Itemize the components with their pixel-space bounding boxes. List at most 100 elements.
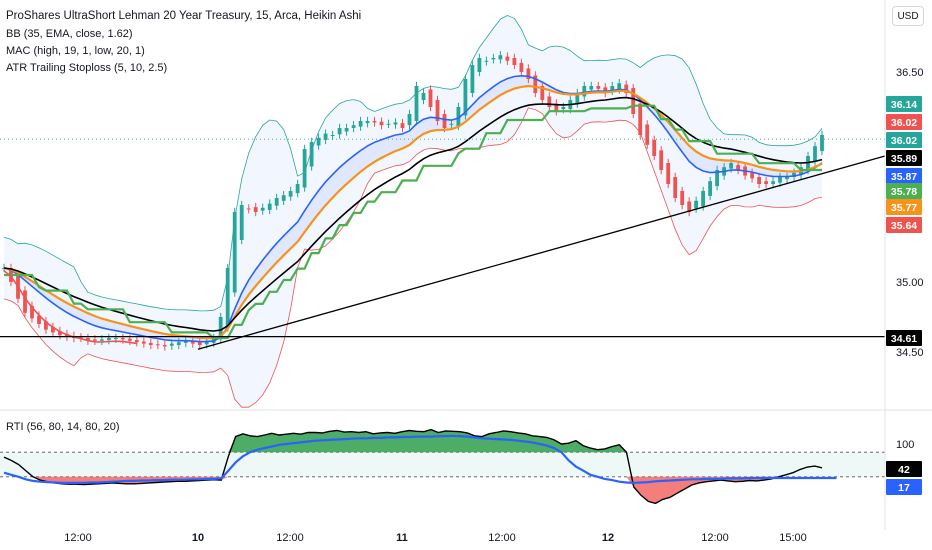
candle-body (400, 123, 405, 128)
bollinger-fill (4, 15, 822, 408)
ma-black-line (3, 96, 823, 332)
rti-panel (0, 428, 885, 505)
rti-badge: 42 (898, 464, 910, 476)
candle-body (491, 58, 496, 60)
candle-body (673, 177, 678, 198)
price-tick-label: 34.50 (896, 347, 924, 359)
time-tick-label: 12:00 (701, 532, 729, 544)
rti-overbought-fill (4, 429, 822, 453)
bollinger-lines (3, 15, 823, 408)
indicator-rti[interactable]: RTI (56, 80, 14, 80, 20) (6, 421, 120, 433)
candle-body (267, 203, 272, 210)
candle-body (114, 338, 118, 339)
price-badge: 36.14 (891, 99, 917, 111)
rti-signal-line (3, 434, 837, 485)
candle-body (638, 103, 643, 135)
price-badge-bg (886, 330, 922, 346)
price-tick-label: 35.00 (896, 277, 924, 289)
candle-body (645, 124, 650, 145)
candle-body (393, 122, 398, 125)
candle-body (344, 128, 349, 132)
price-badge-bg (886, 96, 922, 112)
atr-stop-bear-line (3, 270, 137, 345)
candle-body (652, 139, 657, 156)
candle-body (813, 146, 817, 162)
candle-body (100, 339, 104, 341)
candle-body (792, 172, 796, 177)
candle-body (58, 331, 62, 336)
rti-badge-bg (886, 479, 922, 495)
candle-body (526, 68, 531, 79)
candle-body (337, 128, 342, 135)
candle-body (316, 137, 321, 146)
time-tick-label: 12:00 (276, 532, 304, 544)
candle-body (512, 58, 517, 65)
candle-body (323, 133, 328, 140)
price-badge-bg (886, 114, 922, 130)
candle-body (107, 338, 111, 341)
time-tick-label: 12:00 (488, 532, 516, 544)
candle-body (288, 191, 293, 197)
candle-body (183, 340, 188, 343)
price-badge: 34.61 (891, 333, 917, 345)
candle-body (365, 121, 370, 124)
candle-body (659, 150, 664, 170)
bb-lower-line (3, 107, 823, 408)
candle-body (120, 338, 125, 340)
candle-body (93, 339, 97, 341)
candle-body (603, 87, 608, 93)
candle-body (554, 103, 559, 112)
indicator-atr[interactable]: ATR Trailing Stoploss (5, 10, 2.5) (6, 62, 168, 74)
candle-body (750, 172, 754, 179)
candle-body (547, 96, 552, 107)
currency-button[interactable]: USD (892, 6, 924, 26)
candle-body (610, 86, 615, 91)
candle-body (309, 142, 314, 167)
candle-body (204, 340, 209, 345)
candle-body (680, 191, 685, 205)
price-tick-label: 36.50 (896, 67, 924, 79)
candle-body (302, 149, 307, 188)
candle-body (449, 123, 454, 125)
bb-basis-line (3, 74, 823, 343)
indicator-mac[interactable]: MAC (high, 19, 1, low, 20, 1) (6, 45, 145, 57)
candle-body (764, 181, 768, 184)
candle-body (771, 181, 775, 184)
price-badge: 36.02 (891, 135, 917, 147)
candle-body (281, 195, 286, 201)
candle-body (757, 177, 761, 184)
candle-body (86, 338, 90, 341)
candle-body (589, 86, 594, 90)
chart-title: ProShares UltraShort Lehman 20 Year Trea… (6, 10, 362, 22)
candle-body (30, 305, 34, 319)
candle-body (561, 107, 566, 110)
candle-body (575, 93, 580, 104)
candle-body (785, 177, 789, 180)
candle-body (127, 338, 132, 341)
candle-body (778, 177, 782, 183)
candle-body (176, 342, 181, 345)
candle-body (274, 198, 279, 206)
price-badge: 35.89 (891, 153, 917, 165)
ma-orange-line (3, 84, 823, 340)
time-tick-label: 12:00 (64, 532, 92, 544)
candle-body (533, 75, 538, 93)
candle-body (540, 86, 545, 100)
candle-body (505, 56, 510, 61)
candle-body (232, 212, 237, 293)
price-badge: 35.87 (891, 171, 917, 183)
candle-body (295, 184, 300, 194)
indicator-bb[interactable]: BB (35, EMA, close, 1.62) (6, 28, 133, 40)
candle-body (134, 340, 139, 343)
candle-body (260, 207, 265, 211)
price-badge: 36.02 (891, 117, 917, 129)
price-badge-bg (886, 183, 922, 199)
candle-body (666, 163, 671, 184)
candles (2, 51, 824, 351)
candle-body (631, 88, 636, 114)
bb-upper-line (3, 15, 823, 312)
candle-body (470, 65, 475, 93)
candle-body (148, 342, 153, 345)
candle-body (246, 208, 251, 210)
